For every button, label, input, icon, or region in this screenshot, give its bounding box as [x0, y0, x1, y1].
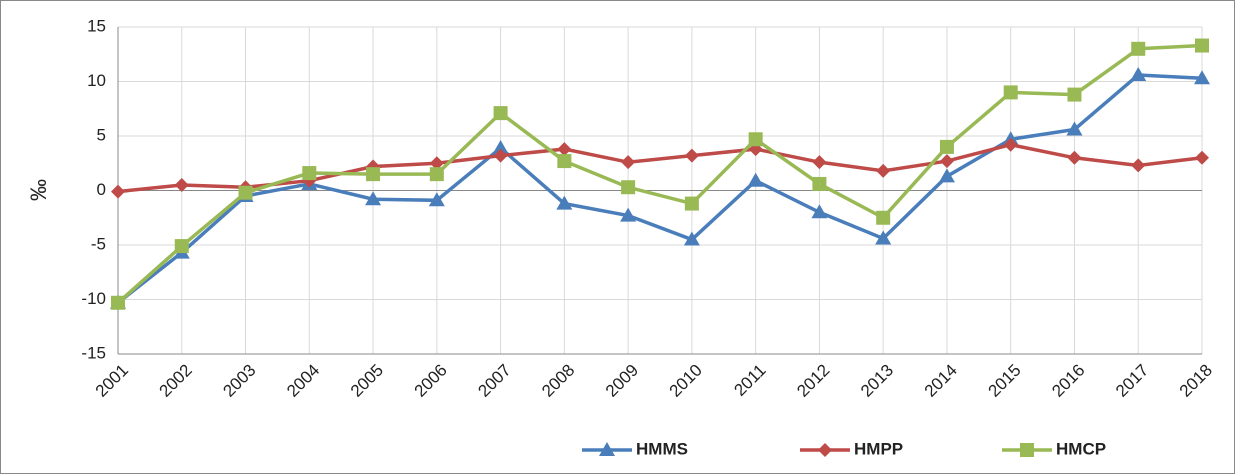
y-tick-label: -15 — [81, 343, 106, 362]
y-tick-label: 10 — [87, 71, 106, 90]
point-marker — [1067, 150, 1082, 165]
point-marker — [620, 207, 637, 222]
point-marker — [1131, 41, 1146, 56]
point-marker — [429, 167, 444, 182]
point-marker — [302, 166, 317, 181]
point-marker — [621, 180, 636, 195]
point-marker — [812, 155, 827, 170]
point-marker — [1195, 38, 1209, 53]
point-marker — [493, 106, 508, 121]
point-marker — [939, 154, 954, 169]
point-marker — [811, 204, 828, 219]
legend-marker — [599, 442, 615, 456]
point-marker — [1066, 121, 1083, 136]
point-marker — [684, 148, 699, 163]
point-marker — [557, 142, 572, 157]
point-marker — [1130, 66, 1147, 81]
y-tick-label: 0 — [97, 180, 106, 199]
point-marker — [174, 239, 189, 254]
point-marker — [492, 139, 509, 154]
legend-text: HMMS — [636, 439, 688, 458]
y-axis-label: ‰ — [26, 179, 51, 201]
point-marker — [1131, 158, 1146, 173]
point-marker — [1003, 137, 1018, 152]
series-line — [116, 73, 1203, 305]
point-marker — [1194, 70, 1210, 85]
point-marker — [748, 132, 763, 147]
point-marker — [1195, 150, 1209, 165]
point-marker — [876, 163, 891, 178]
point-marker — [556, 195, 573, 210]
point-marker — [1003, 85, 1018, 100]
point-marker — [621, 155, 636, 170]
legend-marker — [1020, 443, 1034, 457]
point-marker — [938, 168, 955, 183]
y-tick-label: 5 — [97, 125, 106, 144]
legend-text: HMCP — [1056, 439, 1106, 458]
point-marker — [747, 172, 764, 187]
point-marker — [428, 192, 445, 207]
legend-marker — [818, 443, 832, 457]
point-marker — [429, 156, 444, 171]
y-tick-label: -5 — [91, 234, 106, 253]
point-marker — [238, 185, 253, 200]
point-marker — [1067, 87, 1082, 102]
y-tick-label: 15 — [87, 16, 106, 35]
point-marker — [876, 210, 891, 225]
point-marker — [812, 176, 827, 191]
point-marker — [111, 295, 125, 310]
y-tick-label: -10 — [81, 289, 106, 308]
point-marker — [365, 191, 382, 206]
point-marker — [493, 148, 508, 163]
series-line — [117, 142, 1203, 194]
point-marker — [366, 167, 381, 182]
point-marker — [684, 196, 699, 211]
series-line — [116, 43, 1203, 305]
point-marker — [174, 178, 189, 193]
point-marker — [557, 154, 572, 169]
point-marker — [111, 184, 125, 199]
point-marker — [683, 231, 700, 246]
point-marker — [875, 230, 892, 245]
legend-text: HMPP — [854, 439, 903, 458]
point-marker — [939, 139, 954, 154]
